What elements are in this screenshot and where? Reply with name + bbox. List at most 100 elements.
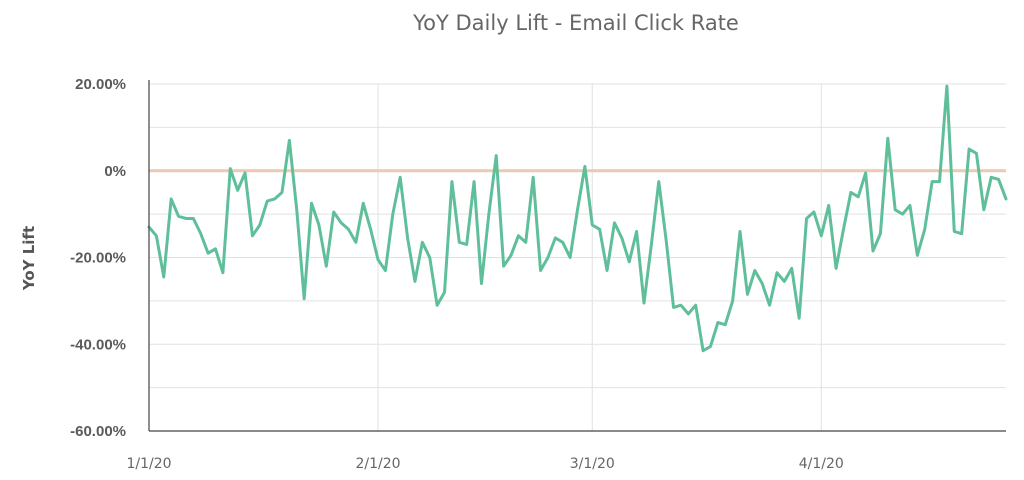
- data-point: [517, 235, 520, 237]
- y-tick-label: -60.00%: [70, 423, 126, 440]
- data-point: [931, 180, 933, 183]
- data-point: [155, 235, 157, 237]
- data-point: [370, 228, 372, 230]
- data-point: [443, 291, 446, 293]
- data-point: [695, 304, 697, 306]
- data-point: [665, 239, 667, 241]
- data-point: [259, 224, 261, 226]
- data-point: [946, 85, 948, 87]
- data-point: [754, 269, 756, 272]
- x-tick-label: 1/1/20: [126, 456, 171, 472]
- data-point: [983, 209, 985, 211]
- data-point: [739, 230, 741, 233]
- data-point: [990, 176, 992, 178]
- x-tick-label: 2/1/20: [355, 456, 400, 472]
- data-point: [687, 313, 689, 315]
- data-point: [680, 304, 682, 306]
- data-point: [325, 265, 327, 267]
- data-point: [458, 241, 460, 243]
- data-point: [835, 267, 837, 269]
- data-point: [909, 204, 911, 207]
- data-point: [879, 233, 882, 235]
- data-point: [170, 198, 172, 200]
- data-point: [296, 209, 298, 211]
- data-point: [539, 269, 542, 272]
- data-point: [599, 228, 601, 230]
- data-point: [525, 241, 527, 243]
- data-point: [805, 217, 808, 220]
- x-tick-label: 4/1/20: [799, 456, 844, 472]
- data-point: [222, 272, 224, 274]
- data-point: [650, 243, 652, 246]
- data-point: [414, 280, 416, 282]
- data-point: [1005, 198, 1007, 200]
- x-tick-label: 3/1/20: [570, 456, 615, 472]
- data-point: [768, 304, 771, 306]
- data-point: [355, 241, 357, 243]
- data-point: [473, 180, 475, 183]
- y-tick-labels: 20.00% 0% -20.00% -40.00% -60.00%: [70, 76, 126, 440]
- data-point: [865, 172, 867, 174]
- data-point: [266, 200, 268, 202]
- data-point: [643, 302, 645, 304]
- data-point: [244, 172, 246, 174]
- data-point: [547, 256, 549, 259]
- series-line: [147, 84, 1008, 353]
- data-point: [436, 304, 438, 306]
- data-point: [783, 280, 785, 282]
- data-point: [399, 176, 401, 178]
- gridlines: [149, 83, 1006, 431]
- data-point: [377, 259, 379, 261]
- data-point: [584, 165, 586, 168]
- data-point: [229, 167, 231, 170]
- data-point: [613, 222, 616, 224]
- data-point: [466, 243, 468, 246]
- data-point: [857, 196, 859, 198]
- data-point: [347, 228, 350, 230]
- data-point: [554, 237, 556, 239]
- data-point: [185, 217, 187, 220]
- data-point: [798, 317, 800, 319]
- data-point: [746, 293, 749, 295]
- data-point: [562, 241, 564, 243]
- data-point: [392, 213, 394, 215]
- axes: [148, 80, 1006, 432]
- data-point: [333, 211, 335, 213]
- data-point: [901, 213, 904, 215]
- data-point: [207, 252, 209, 254]
- data-point: [621, 237, 623, 239]
- data-point: [576, 209, 579, 211]
- data-point: [776, 272, 778, 274]
- data-point: [310, 202, 313, 204]
- y-tick-label: -20.00%: [70, 250, 126, 267]
- data-point: [569, 256, 571, 259]
- data-point: [702, 350, 704, 352]
- data-point: [591, 224, 593, 226]
- data-point: [636, 230, 638, 233]
- data-point: [480, 282, 483, 285]
- data-point: [872, 250, 874, 252]
- data-point: [628, 261, 630, 263]
- data-point: [761, 282, 763, 285]
- data-point: [503, 265, 505, 267]
- data-point: [953, 230, 955, 233]
- data-point: [732, 300, 734, 302]
- data-point: [192, 217, 194, 220]
- data-point: [887, 137, 889, 139]
- data-point: [214, 248, 217, 250]
- data-point: [163, 276, 165, 278]
- y-axis-label: YoY Lift: [20, 226, 38, 291]
- data-point: [177, 215, 180, 217]
- data-point: [273, 198, 276, 200]
- data-point: [510, 254, 512, 256]
- data-point: [842, 228, 845, 230]
- data-point: [532, 176, 534, 178]
- data-point: [406, 237, 409, 239]
- data-point: [658, 180, 660, 183]
- data-point: [709, 345, 712, 348]
- data-point: [975, 152, 978, 154]
- data-point: [717, 321, 719, 324]
- y-tick-label: -40.00%: [70, 336, 126, 353]
- data-point: [961, 233, 963, 235]
